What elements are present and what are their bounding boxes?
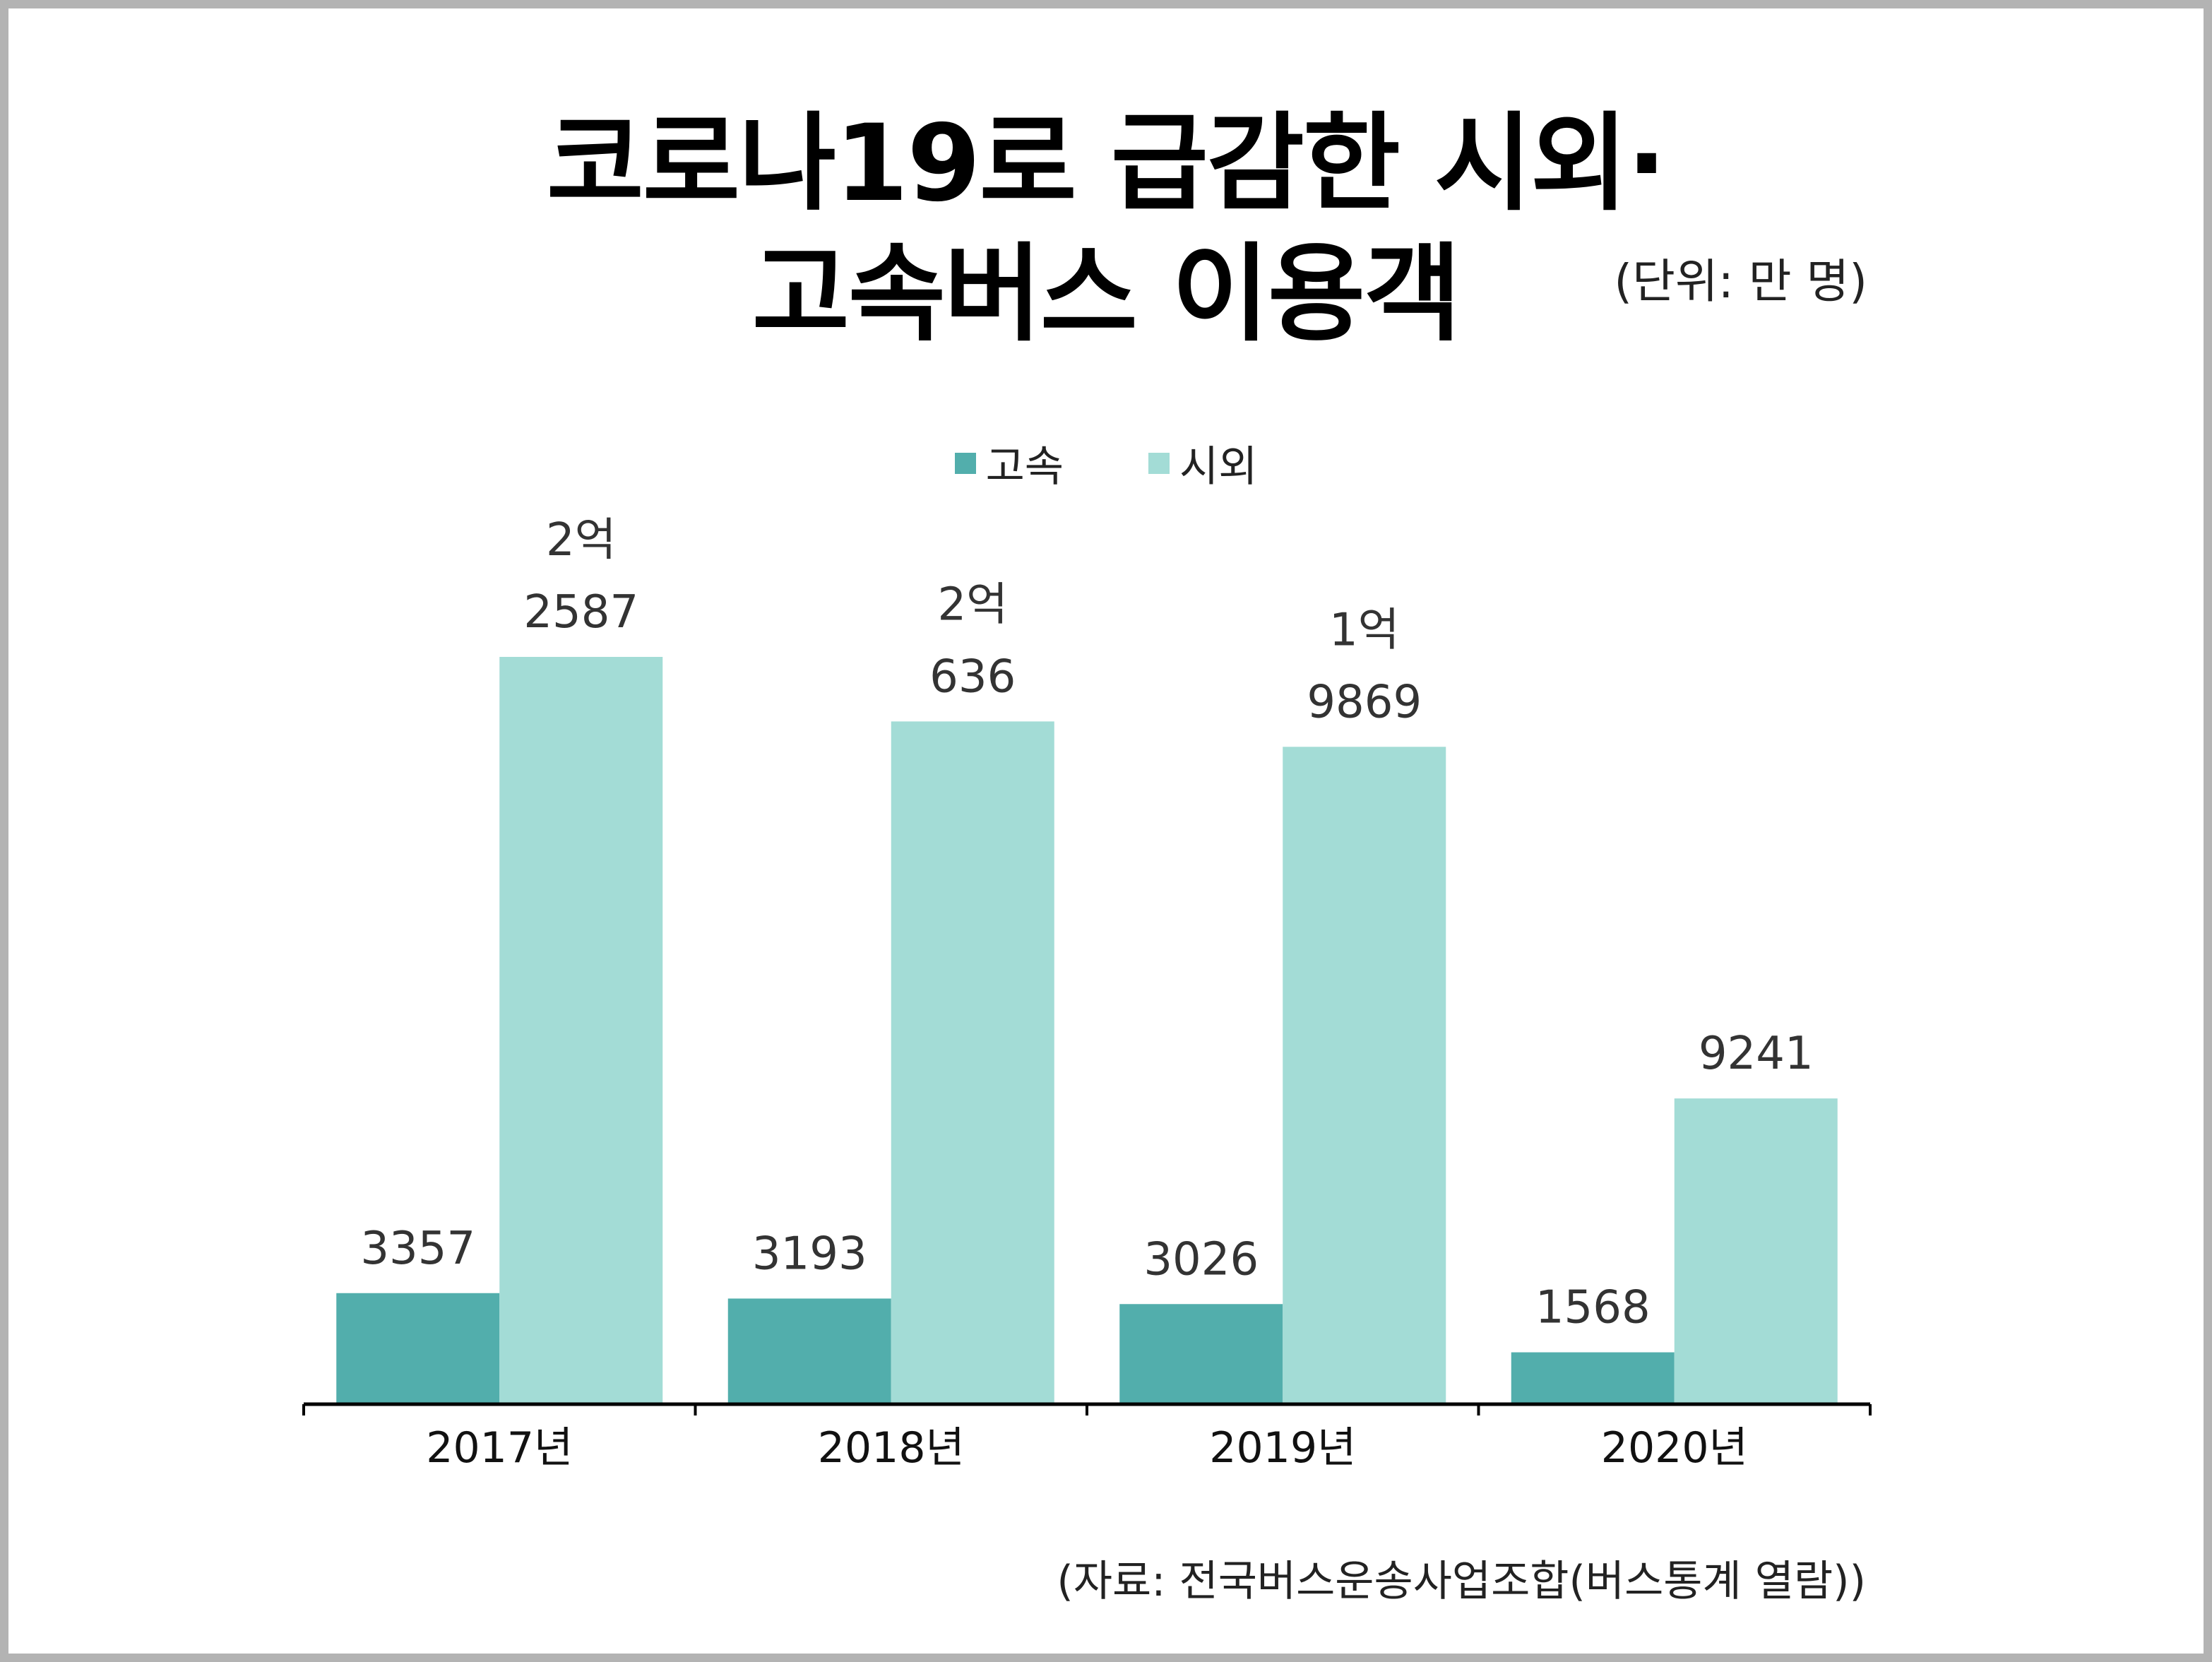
legend-label-intercity: 시외 (1179, 442, 1258, 492)
legend-item-intercity: 시외 (1148, 432, 1257, 494)
legend: 고속 시외 (0, 432, 2212, 494)
value-label-intercity-2-0: 1억 (1329, 604, 1400, 656)
unit-label: (단위: 만 명) (1614, 254, 1867, 309)
legend-label-express: 고속 (985, 442, 1064, 492)
bar-express-1 (727, 1298, 891, 1404)
bar-express-3 (1511, 1352, 1675, 1404)
value-label-express-2-0: 3026 (1143, 1233, 1259, 1286)
bar-intercity-3 (1674, 1098, 1838, 1404)
value-label-intercity-0-0: 2억 (546, 514, 617, 566)
value-label-intercity-0-1: 2587 (523, 586, 638, 639)
x-tick-label-3: 2020년 (1601, 1423, 1748, 1473)
value-label-intercity-1-0: 2억 (937, 578, 1008, 631)
value-label-intercity-3-0: 9241 (1699, 1028, 1814, 1080)
value-label-express-0-0: 3357 (360, 1223, 475, 1275)
legend-item-express: 고속 (954, 432, 1064, 494)
bar-intercity-0 (499, 657, 663, 1404)
bar-intercity-2 (1283, 747, 1446, 1404)
legend-swatch-intercity (1148, 452, 1170, 474)
chart-title-line-1: 코로나19로 급감한 시외· (546, 102, 1667, 225)
x-tick-label-2: 2019년 (1209, 1423, 1356, 1473)
x-tick-label-1: 2018년 (818, 1423, 965, 1473)
chart-title: 코로나19로 급감한 시외· 고속버스 이용객 (0, 99, 2212, 360)
legend-swatch-express (954, 452, 976, 474)
bar-express-0 (336, 1293, 500, 1404)
bar-express-2 (1119, 1304, 1283, 1404)
value-label-intercity-1-1: 636 (929, 651, 1016, 703)
value-label-express-1-0: 3193 (752, 1228, 867, 1280)
value-label-express-3-0: 1568 (1535, 1282, 1651, 1334)
value-label-intercity-2-1: 9869 (1307, 676, 1422, 728)
chart-title-line-2: 고속버스 이용객 (751, 233, 1461, 356)
bar-intercity-1 (891, 721, 1054, 1404)
source-note: (자료: 전국버스운송사업조합(버스통계 열람)) (1057, 1557, 1866, 1606)
x-tick-label-0: 2017년 (426, 1423, 573, 1473)
